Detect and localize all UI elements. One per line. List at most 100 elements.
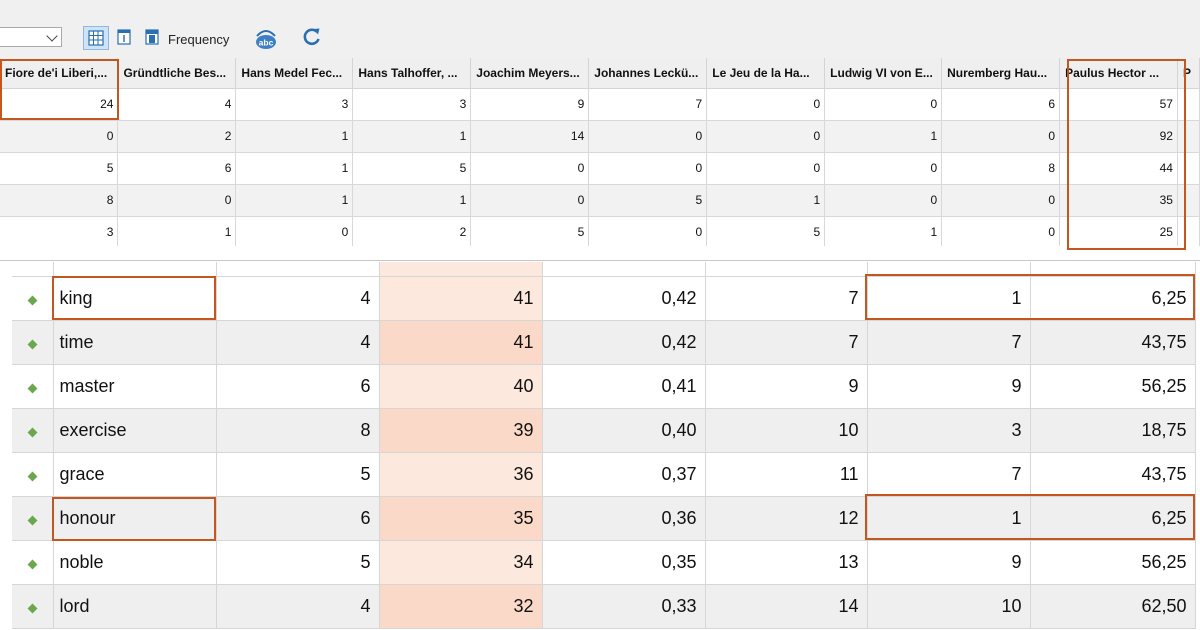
table-cell: 44 (1059, 152, 1178, 185)
table-cell: 7 (867, 452, 1031, 497)
single-column-button[interactable] (112, 26, 136, 50)
column-header[interactable]: Johannes Leckü... (588, 58, 708, 89)
word-cell: time (53, 320, 217, 365)
table-cell: 43,75 (1030, 452, 1196, 497)
column-header[interactable]: Ludwig VI von E... (824, 58, 943, 89)
table-row[interactable]: 8 0 1 1 0 5 1 0 0 35 (0, 184, 1200, 217)
frequency-cell: 32 (379, 584, 543, 629)
table-cell: 0,42 (542, 320, 706, 365)
table-cell: 6 (216, 364, 380, 409)
table-cell: 14 (470, 120, 590, 153)
selector-dropdown[interactable] (0, 27, 62, 47)
svg-text:abc: abc (259, 38, 274, 48)
column-header[interactable]: Joachim Meyers... (470, 58, 590, 89)
table-cell: 9 (705, 364, 868, 409)
diamond-bullet-icon (27, 471, 38, 481)
table-cell: 5 (352, 152, 472, 185)
word-frequency-table: king 4 41 0,42 7 1 6,25 time 4 41 0,42 7… (12, 262, 1196, 629)
word-cell: exercise (53, 408, 217, 453)
table-cell: 0 (824, 152, 943, 185)
table-cell: 0 (706, 88, 826, 121)
table-row[interactable]: 24 4 3 3 9 7 0 0 6 57 (0, 88, 1200, 121)
abc-button[interactable]: abc (252, 24, 280, 52)
diamond-bullet-icon (27, 427, 38, 437)
table-cell: 56,25 (1030, 364, 1196, 409)
table-cell-empty (1177, 120, 1200, 153)
row-bullet (12, 584, 54, 629)
column-header[interactable]: Hans Medel Fec... (235, 58, 354, 89)
table-cell: 1 (706, 184, 826, 217)
column-header[interactable]: Fiore de'i Liberi,... (0, 58, 119, 89)
table-cell-empty (216, 262, 380, 277)
table-row-partial (12, 262, 1196, 277)
table-cell-empty (53, 262, 217, 277)
row-bullet (12, 452, 54, 497)
table-cell: 18,75 (1030, 408, 1196, 453)
table-cell: 8 (216, 408, 380, 453)
table-cell: 5 (0, 152, 119, 185)
diamond-bullet-icon (27, 559, 38, 569)
table-cell: 0,42 (542, 276, 706, 321)
word-cell: noble (53, 540, 217, 585)
table-cell: 6 (117, 152, 237, 185)
table-row[interactable]: honour 6 35 0,36 12 1 6,25 (12, 496, 1196, 541)
table-cell: 43,75 (1030, 320, 1196, 365)
table-row[interactable]: exercise 8 39 0,40 10 3 18,75 (12, 408, 1196, 453)
table-cell: 6 (216, 496, 380, 541)
word-cell: master (53, 364, 217, 409)
table-row[interactable]: 0 2 1 1 14 0 0 1 0 92 (0, 120, 1200, 153)
table-row[interactable]: master 6 40 0,41 9 9 56,25 (12, 364, 1196, 409)
table-row[interactable]: noble 5 34 0,35 13 9 56,25 (12, 540, 1196, 585)
frequency-cell: 35 (379, 496, 543, 541)
table-cell: 0,33 (542, 584, 706, 629)
chevron-down-icon (46, 30, 58, 42)
table-cell: 1 (824, 120, 943, 153)
table-row[interactable]: 5 6 1 5 0 0 0 0 8 44 (0, 152, 1200, 185)
table-cell-empty (1177, 152, 1200, 185)
table-cell-empty (1177, 216, 1200, 249)
column-header[interactable]: Hans Talhoffer, ... (352, 58, 472, 89)
table-cell: 24 (0, 88, 119, 121)
table-cell: 5 (216, 540, 380, 585)
table-cell: 8 (0, 184, 119, 217)
table-row[interactable]: time 4 41 0,42 7 7 43,75 (12, 320, 1196, 365)
table-row[interactable]: grace 5 36 0,37 11 7 43,75 (12, 452, 1196, 497)
table-cell: 11 (705, 452, 868, 497)
table-cell: 0 (117, 184, 237, 217)
table-cell: 12 (705, 496, 868, 541)
table-cell: 3 (0, 216, 119, 249)
refresh-button[interactable] (301, 26, 323, 50)
table-row[interactable]: king 4 41 0,42 7 1 6,25 (12, 276, 1196, 321)
frequency-cell: 40 (379, 364, 543, 409)
column-header[interactable]: Paulus Hector ... (1059, 58, 1178, 89)
column-header[interactable]: Gründtliche Bes... (117, 58, 237, 89)
table-view-button[interactable] (83, 26, 109, 50)
refresh-icon (303, 28, 320, 46)
word-cell: king (53, 276, 217, 321)
column-header[interactable]: P (1177, 58, 1200, 89)
single-page-icon (117, 29, 131, 45)
row-bullet (12, 364, 54, 409)
row-bullet (12, 540, 54, 585)
table-cell: 56,25 (1030, 540, 1196, 585)
table-row[interactable]: lord 4 32 0,33 14 10 62,50 (12, 584, 1196, 629)
section-separator (0, 246, 1200, 260)
table-cell: 4 (216, 584, 380, 629)
table-cell: 0,41 (542, 364, 706, 409)
word-cell: lord (53, 584, 217, 629)
diamond-bullet-icon (27, 515, 38, 525)
table-cell: 6,25 (1030, 276, 1196, 321)
table-grid-icon (88, 30, 104, 46)
table-cell: 62,50 (1030, 584, 1196, 629)
frequency-cell: 34 (379, 540, 543, 585)
column-header[interactable]: Le Jeu de la Ha... (706, 58, 826, 89)
table-cell: 7 (705, 276, 868, 321)
table-cell: 0 (824, 184, 943, 217)
column-header[interactable]: Nuremberg Hau... (941, 58, 1061, 89)
document-view-button[interactable] (140, 26, 164, 50)
table-row[interactable]: 3 1 0 2 5 0 5 1 0 25 (0, 216, 1200, 249)
table-cell: 14 (705, 584, 868, 629)
table-cell-empty (1177, 184, 1200, 217)
table-cell: 3 (867, 408, 1031, 453)
table-cell: 35 (1059, 184, 1178, 217)
